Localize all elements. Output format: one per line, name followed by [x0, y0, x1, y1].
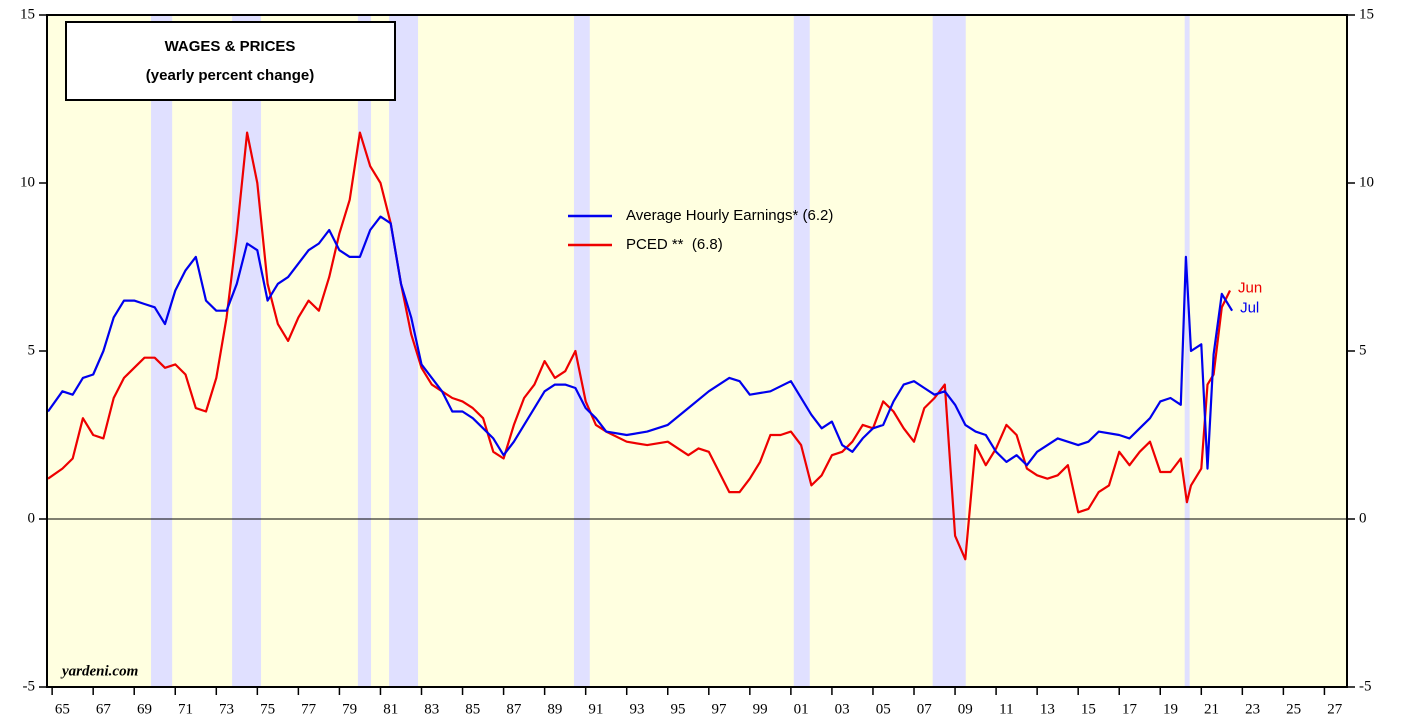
x-tick-label: 07 — [917, 701, 933, 717]
recession-band — [932, 15, 966, 687]
y-tick-label: -5 — [23, 678, 36, 694]
recession-band — [357, 15, 372, 687]
end-label: Jun — [1238, 279, 1262, 296]
x-tick-label: 13 — [1040, 701, 1055, 717]
x-tick-label: 83 — [424, 701, 439, 717]
x-tick-label: 79 — [342, 701, 357, 717]
legend-label: Average Hourly Earnings* (6.2) — [626, 207, 833, 224]
title-box — [65, 21, 396, 101]
y-tick-label: 15 — [20, 6, 35, 22]
x-tick-label: 15 — [1081, 701, 1096, 717]
recession-band — [232, 15, 262, 687]
x-tick-label: 89 — [547, 701, 562, 717]
y2-tick-label: 15 — [1359, 6, 1374, 22]
x-tick-label: 03 — [835, 701, 850, 717]
x-tick-label: 73 — [219, 701, 234, 717]
recession-band — [151, 15, 173, 687]
x-tick-label: 23 — [1245, 701, 1260, 717]
x-tick-label: 87 — [506, 701, 522, 717]
x-tick-label: 11 — [999, 701, 1013, 717]
series-line — [47, 131, 1231, 561]
x-tick-label: 71 — [178, 701, 193, 717]
x-tick-label: 09 — [958, 701, 973, 717]
plot-frame — [46, 14, 1348, 688]
x-tick-label: 97 — [712, 701, 728, 717]
x-tick-label: 19 — [1163, 701, 1178, 717]
x-tick-label: 25 — [1286, 701, 1301, 717]
x-tick-label: 01 — [794, 701, 809, 717]
x-tick-label: 67 — [96, 701, 112, 717]
x-tick-label: 05 — [876, 701, 891, 717]
x-tick-label: 95 — [671, 701, 686, 717]
recession-band — [389, 15, 419, 687]
legend-label: PCED ** (6.8) — [626, 236, 723, 253]
y2-tick-label: -5 — [1359, 678, 1372, 694]
x-tick-label: 65 — [55, 701, 70, 717]
x-tick-label: 27 — [1327, 701, 1343, 717]
x-tick-label: 69 — [137, 701, 152, 717]
source-label: yardeni.com — [60, 663, 138, 679]
y-tick-label: 10 — [20, 174, 35, 190]
plot-background — [47, 15, 1347, 687]
y-tick-label: 5 — [28, 342, 36, 358]
chart-title: WAGES & PRICES — [165, 38, 296, 55]
y-tick-label: 0 — [28, 510, 36, 526]
x-tick-label: 91 — [588, 701, 603, 717]
y2-tick-label: 10 — [1359, 174, 1374, 190]
recession-band — [1184, 15, 1190, 687]
x-tick-label: 21 — [1204, 701, 1219, 717]
x-tick-label: 85 — [465, 701, 480, 717]
end-label: Jul — [1240, 300, 1259, 317]
recession-band — [793, 15, 810, 687]
x-tick-label: 17 — [1122, 701, 1138, 717]
x-tick-label: 93 — [629, 701, 644, 717]
y2-tick-label: 5 — [1359, 342, 1367, 358]
chart-subtitle: (yearly percent change) — [146, 67, 314, 84]
x-tick-label: 77 — [301, 701, 317, 717]
x-tick-label: 81 — [383, 701, 398, 717]
x-tick-label: 75 — [260, 701, 275, 717]
y2-tick-label: 0 — [1359, 510, 1367, 526]
series-line — [47, 215, 1234, 470]
x-tick-label: 99 — [753, 701, 768, 717]
